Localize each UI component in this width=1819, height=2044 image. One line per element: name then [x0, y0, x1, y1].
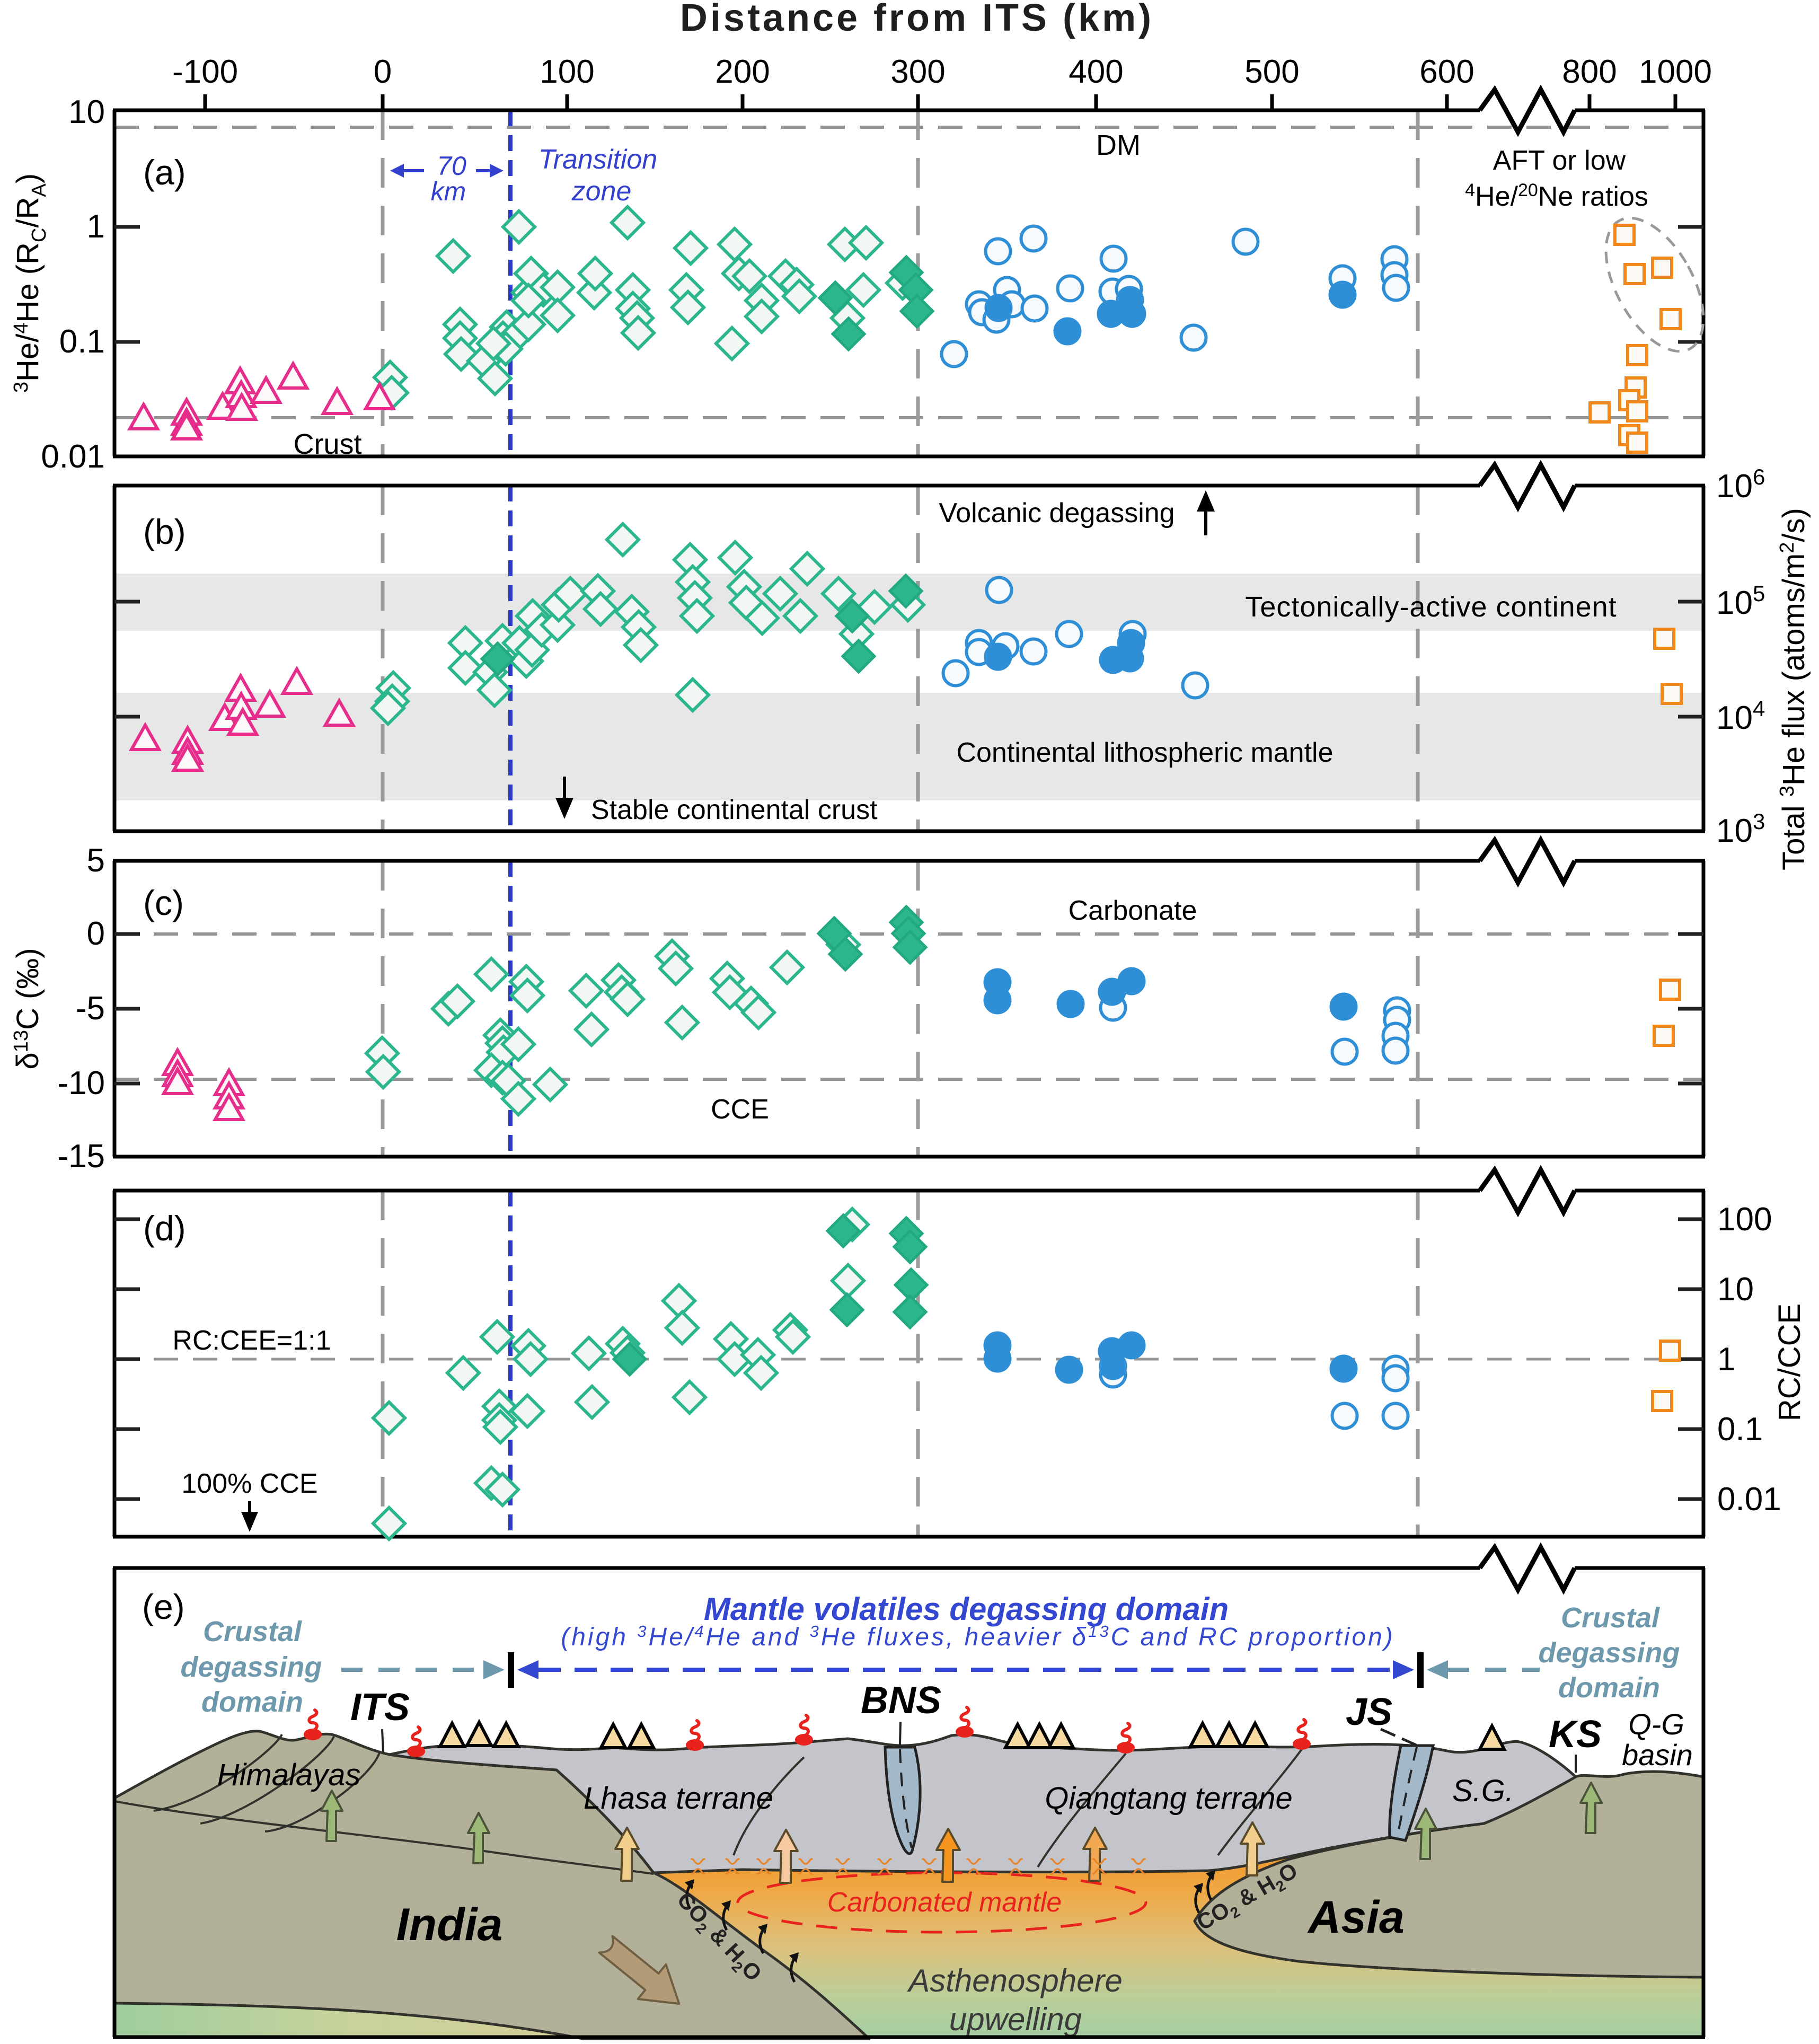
- svg-text:-10: -10: [57, 1065, 105, 1102]
- svg-text:Lhasa terrane: Lhasa terrane: [584, 1781, 773, 1816]
- svg-text:KS: KS: [1549, 1713, 1602, 1756]
- svg-text:70: 70: [437, 151, 466, 181]
- svg-text:500: 500: [1244, 54, 1299, 90]
- svg-text:Himalayas: Himalayas: [217, 1758, 361, 1792]
- svg-text:domain: domain: [201, 1686, 303, 1718]
- svg-text:5: 5: [87, 842, 105, 879]
- svg-text:0.1: 0.1: [1717, 1411, 1763, 1448]
- svg-text:0.01: 0.01: [41, 438, 105, 475]
- svg-text:AFT or low: AFT or low: [1493, 145, 1626, 176]
- svg-text:4He/20Ne ratios: 4He/20Ne ratios: [1465, 180, 1648, 212]
- svg-text:0.1: 0.1: [59, 323, 105, 360]
- svg-text:10: 10: [1717, 1271, 1754, 1308]
- svg-text:400: 400: [1069, 54, 1123, 90]
- svg-text:upwelling: upwelling: [949, 2002, 1082, 2037]
- svg-text:Q-G: Q-G: [1628, 1707, 1684, 1741]
- svg-text:200: 200: [715, 54, 770, 90]
- svg-text:Crustal: Crustal: [203, 1616, 302, 1647]
- svg-text:-15: -15: [57, 1138, 105, 1175]
- svg-text:basin: basin: [1622, 1738, 1693, 1772]
- svg-text:Carbonated mantle: Carbonated mantle: [827, 1887, 1062, 1918]
- svg-text:domain: domain: [1558, 1672, 1660, 1704]
- svg-text:ITS: ITS: [350, 1686, 410, 1729]
- svg-text:Continental lithospheric mantl: Continental lithospheric mantle: [956, 737, 1333, 768]
- svg-text:800: 800: [1562, 54, 1617, 90]
- svg-text:Total 3He flux (atoms/m2/s): Total 3He flux (atoms/m2/s): [1776, 508, 1811, 870]
- svg-text:RC:CEE=1:1: RC:CEE=1:1: [172, 1325, 331, 1356]
- svg-text:1: 1: [1717, 1341, 1735, 1378]
- svg-text:RC/CCE: RC/CCE: [1772, 1303, 1807, 1421]
- svg-text:degassing: degassing: [1538, 1637, 1680, 1669]
- svg-text:(d): (d): [143, 1209, 186, 1248]
- svg-text:zone: zone: [571, 176, 632, 207]
- svg-text:BNS: BNS: [861, 1679, 941, 1722]
- svg-text:(a): (a): [143, 153, 186, 192]
- svg-text:Tectonically-active continent: Tectonically-active continent: [1245, 591, 1617, 623]
- svg-text:0: 0: [87, 915, 105, 952]
- svg-text:100: 100: [540, 54, 594, 90]
- svg-text:100: 100: [1717, 1201, 1772, 1238]
- svg-text:δ13C (‰): δ13C (‰): [10, 948, 45, 1069]
- svg-text:km: km: [431, 177, 466, 206]
- svg-text:10: 10: [68, 94, 105, 130]
- svg-text:-100: -100: [172, 54, 238, 90]
- svg-text:0: 0: [374, 54, 392, 90]
- svg-text:Stable continental crust: Stable continental crust: [591, 795, 878, 825]
- svg-text:Carbonate: Carbonate: [1069, 895, 1197, 926]
- svg-text:CCE: CCE: [711, 1094, 769, 1125]
- svg-text:JS: JS: [1346, 1691, 1392, 1733]
- svg-text:1000: 1000: [1639, 54, 1712, 90]
- svg-text:Mantle volatiles degassing dom: Mantle volatiles degassing domain: [704, 1591, 1229, 1627]
- svg-text:degassing: degassing: [180, 1651, 322, 1683]
- svg-text:Asthenosphere: Asthenosphere: [907, 1963, 1123, 1998]
- svg-text:Crust: Crust: [293, 428, 361, 460]
- svg-text:(e): (e): [142, 1587, 185, 1626]
- svg-text:(b): (b): [143, 512, 186, 551]
- svg-text:Transition: Transition: [538, 144, 657, 175]
- svg-text:Distance from ITS (km): Distance from ITS (km): [680, 0, 1154, 39]
- svg-text:Crustal: Crustal: [1561, 1602, 1660, 1634]
- svg-text:India: India: [396, 1899, 503, 1950]
- svg-text:(high 3He/4He and 3He fluxes,: (high 3He/4He and 3He fluxes, heavier δ1…: [561, 1622, 1395, 1651]
- svg-text:DM: DM: [1096, 129, 1141, 161]
- svg-text:-5: -5: [76, 990, 105, 1027]
- svg-text:600: 600: [1419, 54, 1474, 90]
- svg-text:Asia: Asia: [1307, 1892, 1405, 1943]
- svg-text:Volcanic degassing: Volcanic degassing: [939, 498, 1175, 528]
- svg-text:100% CCE: 100% CCE: [181, 1468, 317, 1499]
- svg-text:300: 300: [890, 54, 945, 90]
- svg-text:0.01: 0.01: [1717, 1481, 1781, 1518]
- svg-text:1: 1: [87, 208, 105, 245]
- svg-text:(c): (c): [143, 883, 184, 922]
- svg-text:S.G.: S.G.: [1452, 1774, 1514, 1808]
- svg-text:3He/4He (RC/RA): 3He/4He (RC/RA): [10, 173, 50, 393]
- svg-text:Qiangtang terrane: Qiangtang terrane: [1045, 1781, 1293, 1816]
